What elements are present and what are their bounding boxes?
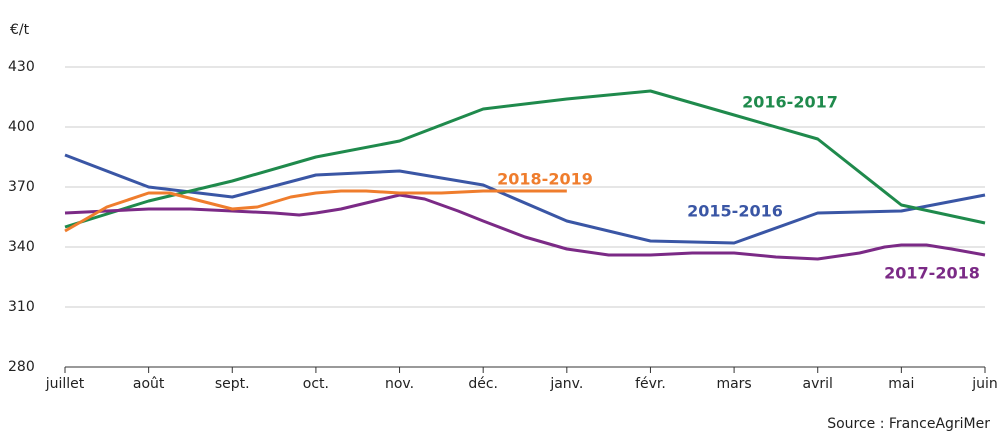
series-label: 2015-2016	[687, 202, 783, 221]
x-tick-label: août	[133, 376, 165, 392]
series-label: 2018-2019	[497, 170, 593, 189]
y-tick-label: 310	[8, 299, 35, 315]
x-tick-label: sept.	[215, 376, 250, 392]
x-tick-label: oct.	[303, 376, 329, 392]
y-unit-label: €/t	[10, 22, 30, 38]
x-tick-label: avril	[803, 376, 833, 392]
x-tick-label: nov.	[385, 376, 414, 392]
y-tick-label: 370	[8, 179, 35, 195]
x-tick-label: juin	[971, 376, 998, 392]
x-tick-label: févr.	[635, 376, 666, 392]
x-tick-label: déc.	[468, 376, 498, 392]
line	[64, 193, 986, 261]
y-tick-label: 340	[8, 239, 35, 255]
x-tick-label: mai	[888, 376, 914, 392]
series-label: 2016-2017	[742, 93, 838, 112]
line	[64, 153, 986, 245]
series-label: 2017-2018	[884, 264, 980, 283]
source: Source : FranceAgriMer	[827, 416, 990, 432]
x-tick-label: juillet	[45, 376, 85, 392]
x-tick-label: janv.	[549, 376, 583, 392]
y-tick-label: 430	[8, 59, 35, 75]
x-tick-label: mars	[716, 376, 751, 392]
y-tick-label: 280	[8, 359, 35, 375]
line	[64, 189, 567, 233]
y-tick-label: 400	[8, 119, 35, 135]
line	[64, 89, 986, 229]
